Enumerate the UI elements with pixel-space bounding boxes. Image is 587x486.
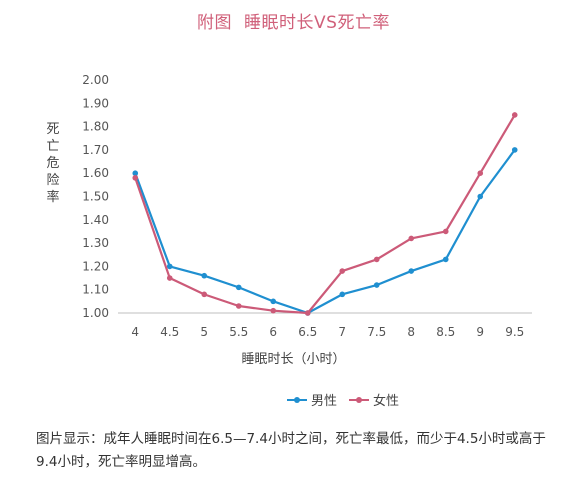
x-tick-labels: 4 4.5 5 5.5 6 6.5 7 7.5 8 8.5 9 9.5 [131,325,524,339]
data-point-female [408,235,415,242]
data-point-female [235,303,242,309]
y-tick-label: 1.90 [82,96,109,110]
x-tick-label: 5.5 [229,325,248,339]
y-tick-label: 1.20 [82,259,109,273]
y-tick-label: 1.40 [82,213,109,227]
x-tick-label: 4 [131,325,139,339]
data-point-male [442,256,449,263]
data-point-female [339,268,346,274]
legend-label-male: 男性 [311,394,338,409]
legend-swatch-male [287,395,307,405]
x-tick-label: 7 [338,325,346,339]
data-point-male [235,284,242,291]
data-point-female [511,112,518,118]
legend-item-male: 男性 [287,390,337,409]
data-point-female [201,291,208,298]
line-chart: 1.00 1.10 1.20 1.30 1.40 1.50 1.60 1.70 1.80 1.90… [82,73,532,339]
series-group [132,112,518,316]
data-point-female [304,310,311,316]
data-point-male [408,268,415,274]
data-point-male [373,282,380,288]
data-point-female [442,228,449,235]
y-tick-label: 2.00 [82,73,109,87]
data-point-female [270,307,277,314]
legend-label-female: 女性 [373,394,400,409]
x-tick-label: 5 [200,325,208,339]
x-axis-label: 睡眠时长（小时） [241,352,346,367]
legend-dot-male [294,396,300,403]
data-point-male [201,272,208,279]
x-tick-label: 4.5 [160,325,179,339]
data-point-male [339,291,346,298]
y-tick-label: 1.80 [82,120,109,134]
legend-item-female: 女性 [349,390,399,409]
x-tick-label: 6 [269,325,277,339]
data-point-male [511,147,518,153]
x-tick-label: 9 [476,325,484,339]
y-tick-label: 1.70 [82,143,109,157]
data-point-male [132,170,139,176]
data-point-female [166,275,173,281]
y-tick-labels: 1.00 1.10 1.20 1.30 1.40 1.50 1.60 1.70 1.80 1.90… [82,73,109,320]
x-tick-label: 8 [407,325,415,339]
x-tick-label: 6.5 [298,325,317,339]
data-point-female [373,256,380,263]
x-tick-label: 7.5 [367,325,386,339]
x-tick-label: 9.5 [505,325,524,339]
legend-swatch-female [349,395,370,405]
y-tick-label: 1.50 [82,190,109,204]
y-tick-label: 1.30 [82,236,109,250]
series-line-male [134,149,516,315]
y-tick-label: 1.00 [82,306,109,320]
title-main: 睡眠时长VS死亡率 [244,13,390,33]
title-prefix: 附图 [197,13,233,33]
x-tick-label: 8.5 [436,325,455,339]
series-line-female [134,114,516,315]
data-point-female [132,175,139,181]
legend: 男性 女性 [287,390,399,409]
y-axis-label: 死亡危险率 [46,122,60,205]
chart-title: 附图 睡眠时长VS死亡率 [0,8,587,33]
data-point-male [166,263,173,270]
y-tick-label: 1.10 [82,283,109,297]
data-point-male [270,298,277,305]
data-point-male [477,193,484,200]
legend-dot-female [356,396,363,403]
y-tick-label: 1.60 [82,166,109,180]
figure-caption: 图片显示：成年人睡眠时间在6.5—7.4小时之间，死亡率最低，而少于4.5小时或… [36,431,546,470]
data-point-female [477,170,484,176]
